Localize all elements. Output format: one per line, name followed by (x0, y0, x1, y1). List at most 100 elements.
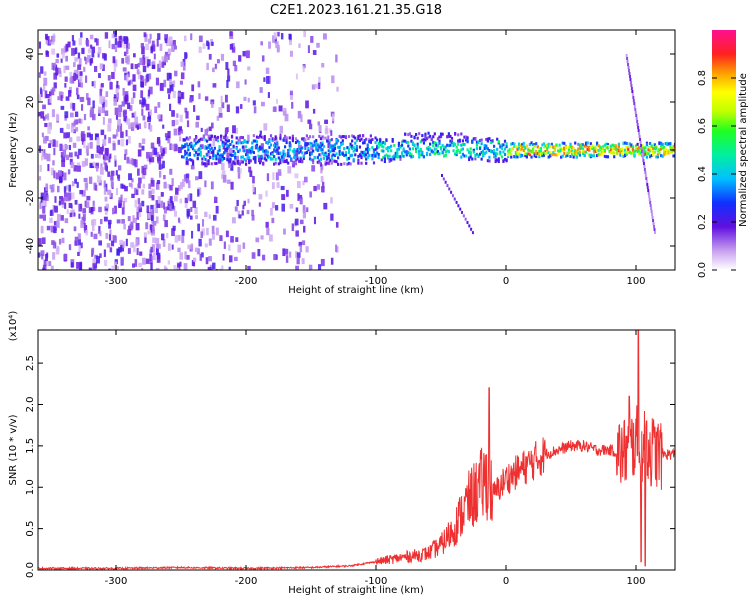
heatmap-cell (634, 111, 637, 114)
heatmap-cell (136, 248, 139, 256)
heatmap-cell (85, 229, 89, 236)
heatmap-cell (78, 38, 83, 46)
heatmap-cell (449, 139, 452, 143)
heatmap-cell (254, 139, 257, 143)
heatmap-cell (274, 135, 277, 139)
heatmap-cell (104, 32, 109, 39)
heatmap-cell (304, 141, 307, 145)
heatmap-cell (360, 137, 363, 141)
heatmap-cell (229, 157, 232, 161)
heatmap-cell (658, 151, 661, 155)
heatmap-cell (187, 145, 190, 149)
heatmap-cell (257, 248, 261, 257)
heatmap-cell (418, 155, 421, 159)
heatmap-cell (204, 243, 208, 248)
heatmap-cell (271, 137, 274, 141)
heatmap-cell (332, 149, 335, 153)
heatmap-cell (288, 141, 291, 145)
heatmap-cell (181, 146, 184, 150)
heatmap-cell (213, 135, 216, 139)
heatmap-cell (438, 141, 441, 145)
heatmap-cell (380, 144, 383, 148)
snr-y-ticks: 0.00.51.01.52.02.5 (25, 355, 675, 578)
heatmap-cell (628, 142, 631, 146)
heatmap-cell (600, 153, 603, 157)
heatmap-cell (196, 157, 199, 161)
heatmap-cell (397, 141, 401, 145)
heatmap-cell (98, 153, 102, 159)
heatmap-cell (98, 206, 102, 213)
heatmap-cell (42, 267, 45, 270)
heatmap-cell (288, 148, 291, 152)
heatmap-cell (61, 160, 66, 167)
heatmap-cell (99, 167, 104, 175)
heatmap-cell (76, 136, 81, 142)
spectrogram-x-tick-label: -200 (235, 276, 258, 287)
heatmap-cell (297, 193, 300, 201)
heatmap-cell (318, 159, 321, 163)
heatmap-cell (483, 144, 486, 148)
heatmap-cell (449, 143, 452, 147)
heatmap-cell (78, 58, 82, 66)
heatmap-cell (592, 154, 596, 158)
heatmap-cell (46, 225, 51, 231)
heatmap-cell (228, 147, 233, 156)
heatmap-cell (507, 149, 510, 153)
heatmap-cell (585, 143, 588, 147)
heatmap-cell (628, 72, 631, 75)
heatmap-cell (354, 153, 357, 157)
heatmap-cell (183, 263, 188, 270)
heatmap-cell (538, 147, 541, 151)
heatmap-cell (663, 145, 666, 149)
heatmap-cell (650, 144, 653, 148)
heatmap-cell (569, 149, 572, 153)
heatmap-cell (616, 150, 619, 154)
heatmap-cell (69, 102, 74, 109)
heatmap-cell (194, 207, 198, 215)
heatmap-cell (115, 129, 119, 137)
heatmap-cell (151, 194, 155, 201)
heatmap-cell (544, 149, 547, 153)
heatmap-cell (43, 71, 47, 76)
heatmap-cell (221, 265, 224, 270)
heatmap-cell (282, 149, 285, 153)
heatmap-cell (443, 147, 446, 151)
heatmap-cell (285, 159, 288, 163)
heatmap-cell (257, 154, 260, 158)
heatmap-cell (153, 147, 158, 155)
heatmap-cell (191, 230, 194, 239)
heatmap-cell (505, 145, 508, 149)
heatmap-cell (50, 40, 55, 45)
heatmap-cell (530, 149, 533, 153)
heatmap-cell (169, 41, 174, 47)
heatmap-cell (132, 84, 137, 91)
heatmap-cell (644, 150, 647, 154)
heatmap-cell (130, 221, 134, 229)
heatmap-cell (323, 202, 328, 210)
heatmap-cell (466, 148, 469, 152)
heatmap-cell (180, 129, 184, 134)
heatmap-cell (276, 182, 280, 188)
heatmap-cell (532, 150, 535, 154)
heatmap-cell (294, 162, 298, 166)
heatmap-cell (121, 218, 125, 224)
heatmap-cell (486, 137, 489, 141)
heatmap-cell (138, 207, 143, 213)
heatmap-cell (355, 148, 358, 152)
heatmap-cell (600, 150, 603, 154)
heatmap-cell (329, 150, 332, 154)
heatmap-cell (672, 154, 675, 158)
heatmap-cell (376, 138, 379, 142)
heatmap-cell (41, 132, 44, 138)
heatmap-cell (159, 43, 163, 51)
heatmap-cell (83, 114, 87, 121)
heatmap-cell (207, 134, 211, 139)
heatmap-cell (39, 214, 44, 219)
heatmap-cell (80, 242, 83, 249)
heatmap-cell (312, 50, 317, 55)
heatmap-cell (279, 161, 282, 165)
heatmap-cell (566, 151, 569, 155)
heatmap-cell (43, 136, 47, 144)
heatmap-cell (266, 150, 269, 154)
